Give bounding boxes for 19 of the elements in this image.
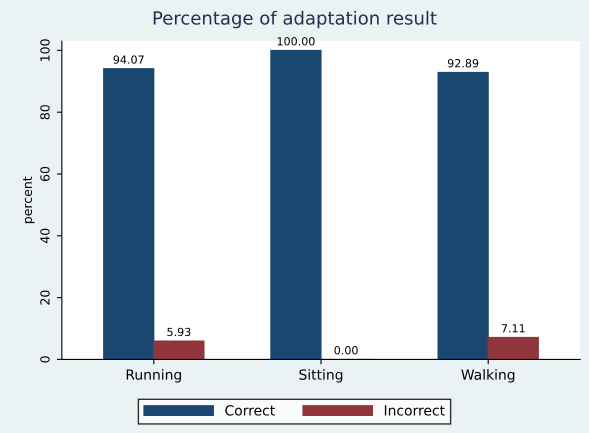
y-axis-title: percent [23, 176, 34, 224]
legend-label: Incorrect [384, 405, 445, 416]
data-label: 7.11 [502, 324, 525, 332]
chart-title: Percentage of adaptation result [154, 10, 437, 28]
y-tick-label: 100 [40, 39, 50, 61]
y-tick-label: 80 [40, 105, 50, 120]
x-tick-label: Running [126, 369, 181, 383]
y-tick-label: 0 [40, 356, 50, 363]
y-tick-label: 20 [40, 290, 50, 305]
data-label: 100.00 [278, 37, 315, 46]
data-label: 94.07 [114, 55, 144, 64]
data-label: 92.89 [448, 59, 478, 68]
data-label: 5.93 [167, 328, 190, 336]
y-tick-label: 40 [40, 228, 50, 244]
y-tick-label: 60 [40, 166, 50, 182]
data-label: 0.00 [334, 346, 358, 354]
legend-label: Correct [225, 405, 275, 416]
x-tick-label: Sitting [299, 369, 342, 383]
x-tick-label: Walking [461, 369, 514, 383]
